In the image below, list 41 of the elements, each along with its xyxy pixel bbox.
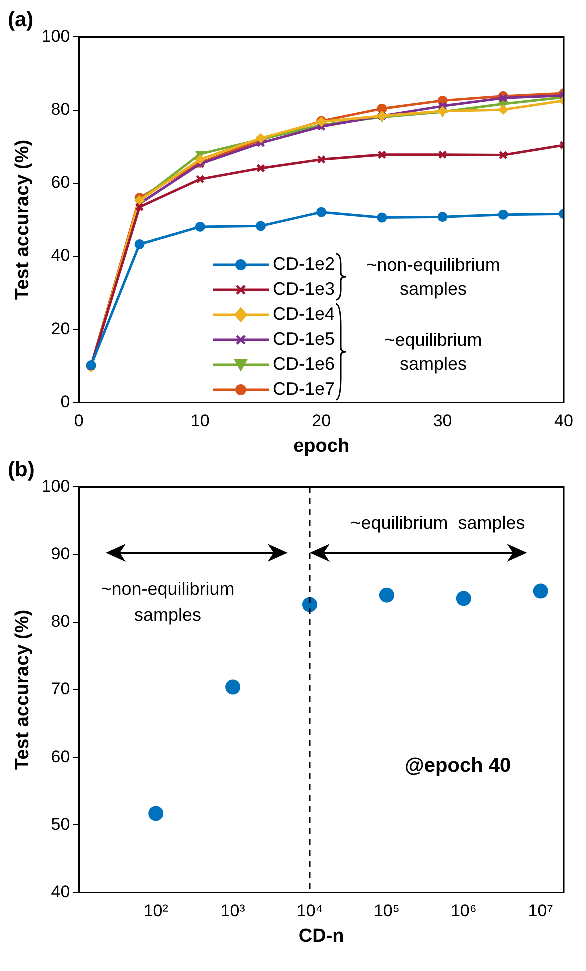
legend-label: CD-1e6 — [273, 354, 336, 375]
legend-label: CD-1e2 — [273, 254, 336, 275]
x-tick-label: 20 — [312, 412, 332, 431]
annotation: ~equilibrium samples — [350, 512, 526, 535]
annotation: ~non-equilibrium samples — [366, 254, 502, 301]
x-tick-label: 10⁵ — [374, 902, 400, 921]
x-tick-label: 30 — [433, 412, 452, 431]
legend-label: CD-1e4 — [273, 304, 336, 325]
y-tick-label: 0 — [60, 392, 70, 412]
x-tick-label: 10⁷ — [528, 902, 554, 921]
y-axis-title: Test accuracy (%) — [12, 610, 34, 770]
legend-label: CD-1e5 — [273, 329, 336, 350]
y-tick-label: 60 — [51, 173, 70, 192]
y-tick-label: 90 — [51, 544, 70, 564]
x-tick-label: 10² — [144, 902, 169, 921]
x-tick-label: 10³ — [220, 902, 246, 921]
x-tick-label: 10⁶ — [450, 902, 477, 921]
y-tick-label: 40 — [51, 882, 70, 902]
y-tick-label: 100 — [42, 476, 70, 496]
x-axis-title: epoch — [294, 436, 350, 457]
chart-title: (b) — [8, 458, 35, 482]
y-axis-title: Test accuracy (%) — [12, 140, 34, 300]
x-tick-label: 40 — [554, 412, 574, 431]
x-tick-label: 0 — [74, 412, 84, 431]
y-tick-label: 80 — [51, 612, 70, 632]
y-tick-label: 20 — [51, 319, 70, 338]
annotation: ~non-equilibrium samples — [101, 579, 235, 625]
y-tick-label: 40 — [51, 246, 70, 266]
legend-label: CD-1e7 — [273, 379, 336, 400]
y-tick-label: 50 — [51, 814, 70, 834]
x-tick-label: 10⁴ — [296, 902, 324, 921]
y-tick-label: 100 — [42, 26, 70, 46]
y-tick-label: 80 — [51, 100, 70, 120]
legend-label: CD-1e3 — [273, 279, 336, 300]
y-tick-label: 60 — [51, 747, 70, 766]
y-tick-label: 70 — [51, 680, 70, 699]
x-axis-title: CD-n — [298, 926, 344, 947]
annotation: ~equilibrium samples — [384, 329, 484, 376]
annotation: @epoch 40 — [404, 754, 512, 779]
chart-title: (a) — [8, 8, 34, 32]
x-tick-label: 10 — [190, 412, 210, 431]
